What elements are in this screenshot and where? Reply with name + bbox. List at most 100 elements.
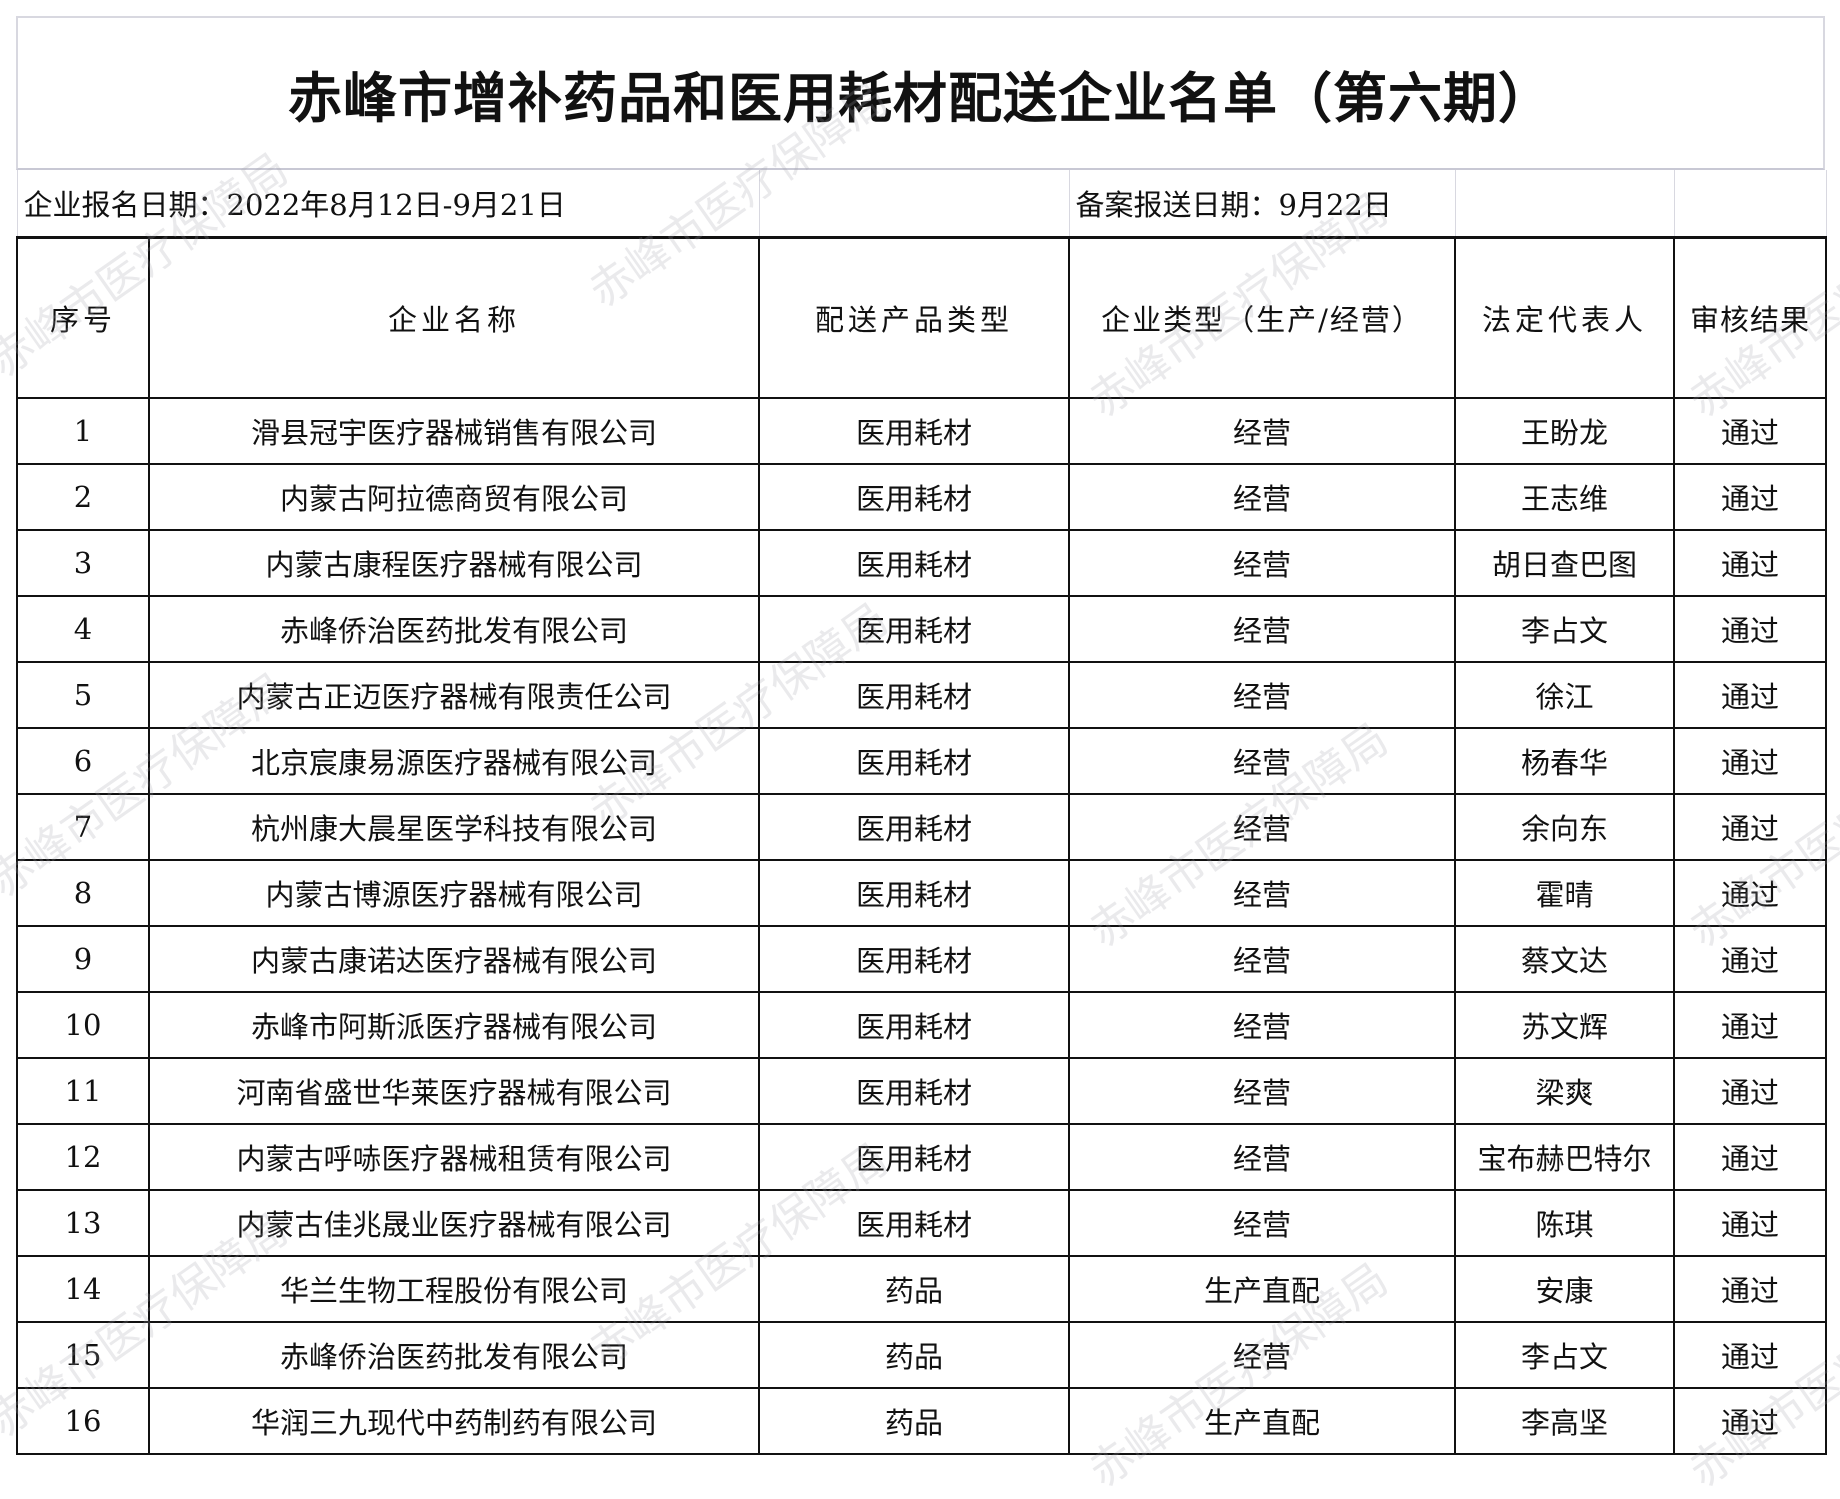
table-cell: 梁爽: [1454, 1057, 1675, 1125]
table-row: 2 内蒙古阿拉德商贸有限公司 医用耗材 经营 王志维 通过: [16, 463, 1827, 531]
table-cell: 陈琪: [1454, 1189, 1675, 1257]
table-cell: 通过: [1673, 1255, 1827, 1323]
table-cell: 医用耗材: [758, 859, 1070, 927]
table-cell: 经营: [1068, 1321, 1456, 1389]
table-cell: 经营: [1068, 1189, 1456, 1257]
table-cell: 苏文辉: [1454, 991, 1675, 1059]
info-empty: [1454, 170, 1675, 239]
table-row: 4 赤峰侨治医药批发有限公司 医用耗材 经营 李占文 通过: [16, 595, 1827, 663]
table-cell: 15: [16, 1321, 150, 1389]
table-cell: 经营: [1068, 1123, 1456, 1191]
table-cell: 通过: [1673, 1387, 1827, 1455]
table-cell: 10: [16, 991, 150, 1059]
table-cell: 通过: [1673, 529, 1827, 597]
table-row: 10 赤峰市阿斯派医疗器械有限公司 医用耗材 经营 苏文辉 通过: [16, 991, 1827, 1059]
table-cell: 医用耗材: [758, 793, 1070, 861]
table-cell: 北京宸康易源医疗器械有限公司: [148, 727, 760, 795]
table-cell: 14: [16, 1255, 150, 1323]
table-cell: 通过: [1673, 1123, 1827, 1191]
table-cell: 通过: [1673, 859, 1827, 927]
table-cell: 徐江: [1454, 661, 1675, 729]
table-cell: 9: [16, 925, 150, 993]
table-cell: 杨春华: [1454, 727, 1675, 795]
table-cell: 医用耗材: [758, 925, 1070, 993]
table-cell: 通过: [1673, 397, 1827, 465]
enterprise-table: 企业报名日期：2022年8月12日-9月21日 备案报送日期：9月22日 序号 …: [16, 170, 1827, 1455]
table-cell: 生产直配: [1068, 1255, 1456, 1323]
table-row: 14 华兰生物工程股份有限公司 药品 生产直配 安康 通过: [16, 1255, 1827, 1323]
table-cell: 医用耗材: [758, 991, 1070, 1059]
table-cell: 通过: [1673, 1189, 1827, 1257]
table-cell: 经营: [1068, 859, 1456, 927]
table-cell: 医用耗材: [758, 463, 1070, 531]
header-cell: 序号: [16, 236, 150, 399]
info-empty: [1673, 170, 1827, 239]
table-cell: 经营: [1068, 793, 1456, 861]
table-cell: 12: [16, 1123, 150, 1191]
header-cell: 企业名称: [148, 236, 760, 399]
header-cell: 法定代表人: [1454, 236, 1675, 399]
table-row: 1 滑县冠宇医疗器械销售有限公司 医用耗材 经营 王盼龙 通过: [16, 397, 1827, 465]
table-cell: 河南省盛世华莱医疗器械有限公司: [148, 1057, 760, 1125]
table-cell: 内蒙古康程医疗器械有限公司: [148, 529, 760, 597]
table-cell: 通过: [1673, 463, 1827, 531]
info-row: 企业报名日期：2022年8月12日-9月21日 备案报送日期：9月22日: [16, 170, 1827, 239]
header-cell: 配送产品类型: [758, 236, 1070, 399]
table-cell: 药品: [758, 1255, 1070, 1323]
page-title: 赤峰市增补药品和医用耗材配送企业名单（第六期）: [16, 16, 1825, 170]
table-cell: 医用耗材: [758, 727, 1070, 795]
table-cell: 医用耗材: [758, 1057, 1070, 1125]
table-row: 12 内蒙古呼哧医疗器械租赁有限公司 医用耗材 经营 宝布赫巴特尔 通过: [16, 1123, 1827, 1191]
table-cell: 通过: [1673, 991, 1827, 1059]
table-cell: 经营: [1068, 727, 1456, 795]
table-cell: 内蒙古博源医疗器械有限公司: [148, 859, 760, 927]
table-cell: 华润三九现代中药制药有限公司: [148, 1387, 760, 1455]
table-cell: 13: [16, 1189, 150, 1257]
header-row: 序号 企业名称 配送产品类型 企业类型（生产/经营） 法定代表人 审核结果: [16, 236, 1827, 399]
table-row: 13 内蒙古佳兆晟业医疗器械有限公司 医用耗材 经营 陈琪 通过: [16, 1189, 1827, 1257]
table-cell: 3: [16, 529, 150, 597]
table-cell: 杭州康大晨星医学科技有限公司: [148, 793, 760, 861]
table-cell: 通过: [1673, 595, 1827, 663]
table-cell: 8: [16, 859, 150, 927]
table-cell: 医用耗材: [758, 595, 1070, 663]
table-row: 11 河南省盛世华莱医疗器械有限公司 医用耗材 经营 梁爽 通过: [16, 1057, 1827, 1125]
table-cell: 通过: [1673, 1057, 1827, 1125]
table-cell: 经营: [1068, 463, 1456, 531]
table-cell: 经营: [1068, 397, 1456, 465]
table-row: 6 北京宸康易源医疗器械有限公司 医用耗材 经营 杨春华 通过: [16, 727, 1827, 795]
table-cell: 7: [16, 793, 150, 861]
table-cell: 通过: [1673, 727, 1827, 795]
table-cell: 2: [16, 463, 150, 531]
header-cell: 企业类型（生产/经营）: [1068, 236, 1456, 399]
table-cell: 余向东: [1454, 793, 1675, 861]
document-sheet: 赤峰市增补药品和医用耗材配送企业名单（第六期） 企业报名日期：2022年8月12…: [16, 16, 1827, 1455]
header-cell: 审核结果: [1673, 236, 1827, 399]
table-cell: 生产直配: [1068, 1387, 1456, 1455]
table-row: 16 华润三九现代中药制药有限公司 药品 生产直配 李高坚 通过: [16, 1387, 1827, 1455]
table-cell: 滑县冠宇医疗器械销售有限公司: [148, 397, 760, 465]
table-cell: 胡日查巴图: [1454, 529, 1675, 597]
table-cell: 经营: [1068, 661, 1456, 729]
table-cell: 霍晴: [1454, 859, 1675, 927]
table-cell: 11: [16, 1057, 150, 1125]
table-cell: 1: [16, 397, 150, 465]
table-cell: 李占文: [1454, 595, 1675, 663]
table-cell: 经营: [1068, 925, 1456, 993]
table-row: 15 赤峰侨治医药批发有限公司 药品 经营 李占文 通过: [16, 1321, 1827, 1389]
table-cell: 经营: [1068, 529, 1456, 597]
table-row: 9 内蒙古康诺达医疗器械有限公司 医用耗材 经营 蔡文达 通过: [16, 925, 1827, 993]
table-cell: 通过: [1673, 925, 1827, 993]
table-cell: 药品: [758, 1321, 1070, 1389]
table-cell: 宝布赫巴特尔: [1454, 1123, 1675, 1191]
table-cell: 医用耗材: [758, 1189, 1070, 1257]
filing-date: 备案报送日期：9月22日: [1068, 170, 1456, 239]
table-cell: 王盼龙: [1454, 397, 1675, 465]
table-cell: 4: [16, 595, 150, 663]
table-cell: 6: [16, 727, 150, 795]
table-cell: 16: [16, 1387, 150, 1455]
table-row: 5 内蒙古正迈医疗器械有限责任公司 医用耗材 经营 徐江 通过: [16, 661, 1827, 729]
info-empty: [758, 170, 1070, 239]
table-cell: 通过: [1673, 661, 1827, 729]
table-cell: 医用耗材: [758, 661, 1070, 729]
